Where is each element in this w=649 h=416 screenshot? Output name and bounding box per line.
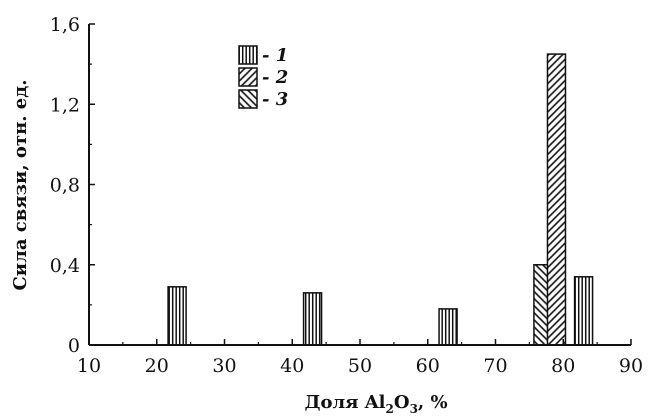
x-tick-label: 30: [212, 355, 236, 377]
bar-series-1-x43: [302, 292, 323, 346]
bar-series-1-x23: [167, 286, 187, 346]
x-tick-label: 10: [77, 355, 101, 377]
legend-label-1: - 1: [262, 45, 288, 66]
x-axis-label: Доля Al2O3, %: [304, 392, 447, 416]
legend-label-3: - 3: [262, 89, 288, 110]
x-tick-label: 50: [348, 355, 372, 377]
x-tick-label: 60: [416, 355, 440, 377]
y-axis-ticks: 0 0,4 0,8 1,2 1,6: [50, 14, 95, 357]
y-axis-label: Сила связи, отн. ед.: [10, 79, 31, 290]
y-tick-label: 0: [68, 335, 80, 357]
x-tick-label: 20: [145, 355, 169, 377]
y-tick-label: 0,4: [50, 255, 80, 277]
x-tick-label: 40: [280, 355, 304, 377]
x-axis-ticks: 10 20 30 40 50 60 70 80 90: [77, 339, 643, 377]
legend-swatch-1: [238, 45, 258, 65]
bars-layer: [167, 53, 594, 346]
legend-swatch-2: [238, 67, 258, 87]
x-tick-label: 70: [483, 355, 507, 377]
y-tick-label: 1,6: [50, 14, 80, 36]
bar-series-2-x79: [546, 53, 567, 346]
bar-series-1-x83: [573, 276, 594, 346]
legend: - 1- 2- 3: [238, 45, 288, 110]
legend-label-2: - 2: [262, 67, 288, 88]
y-tick-label: 0,8: [50, 175, 80, 197]
y-tick-label: 1,2: [50, 94, 80, 116]
bar-series-1-x63: [438, 308, 458, 346]
legend-swatch-3: [238, 89, 258, 109]
x-tick-label: 80: [551, 355, 575, 377]
x-tick-label: 90: [619, 355, 643, 377]
